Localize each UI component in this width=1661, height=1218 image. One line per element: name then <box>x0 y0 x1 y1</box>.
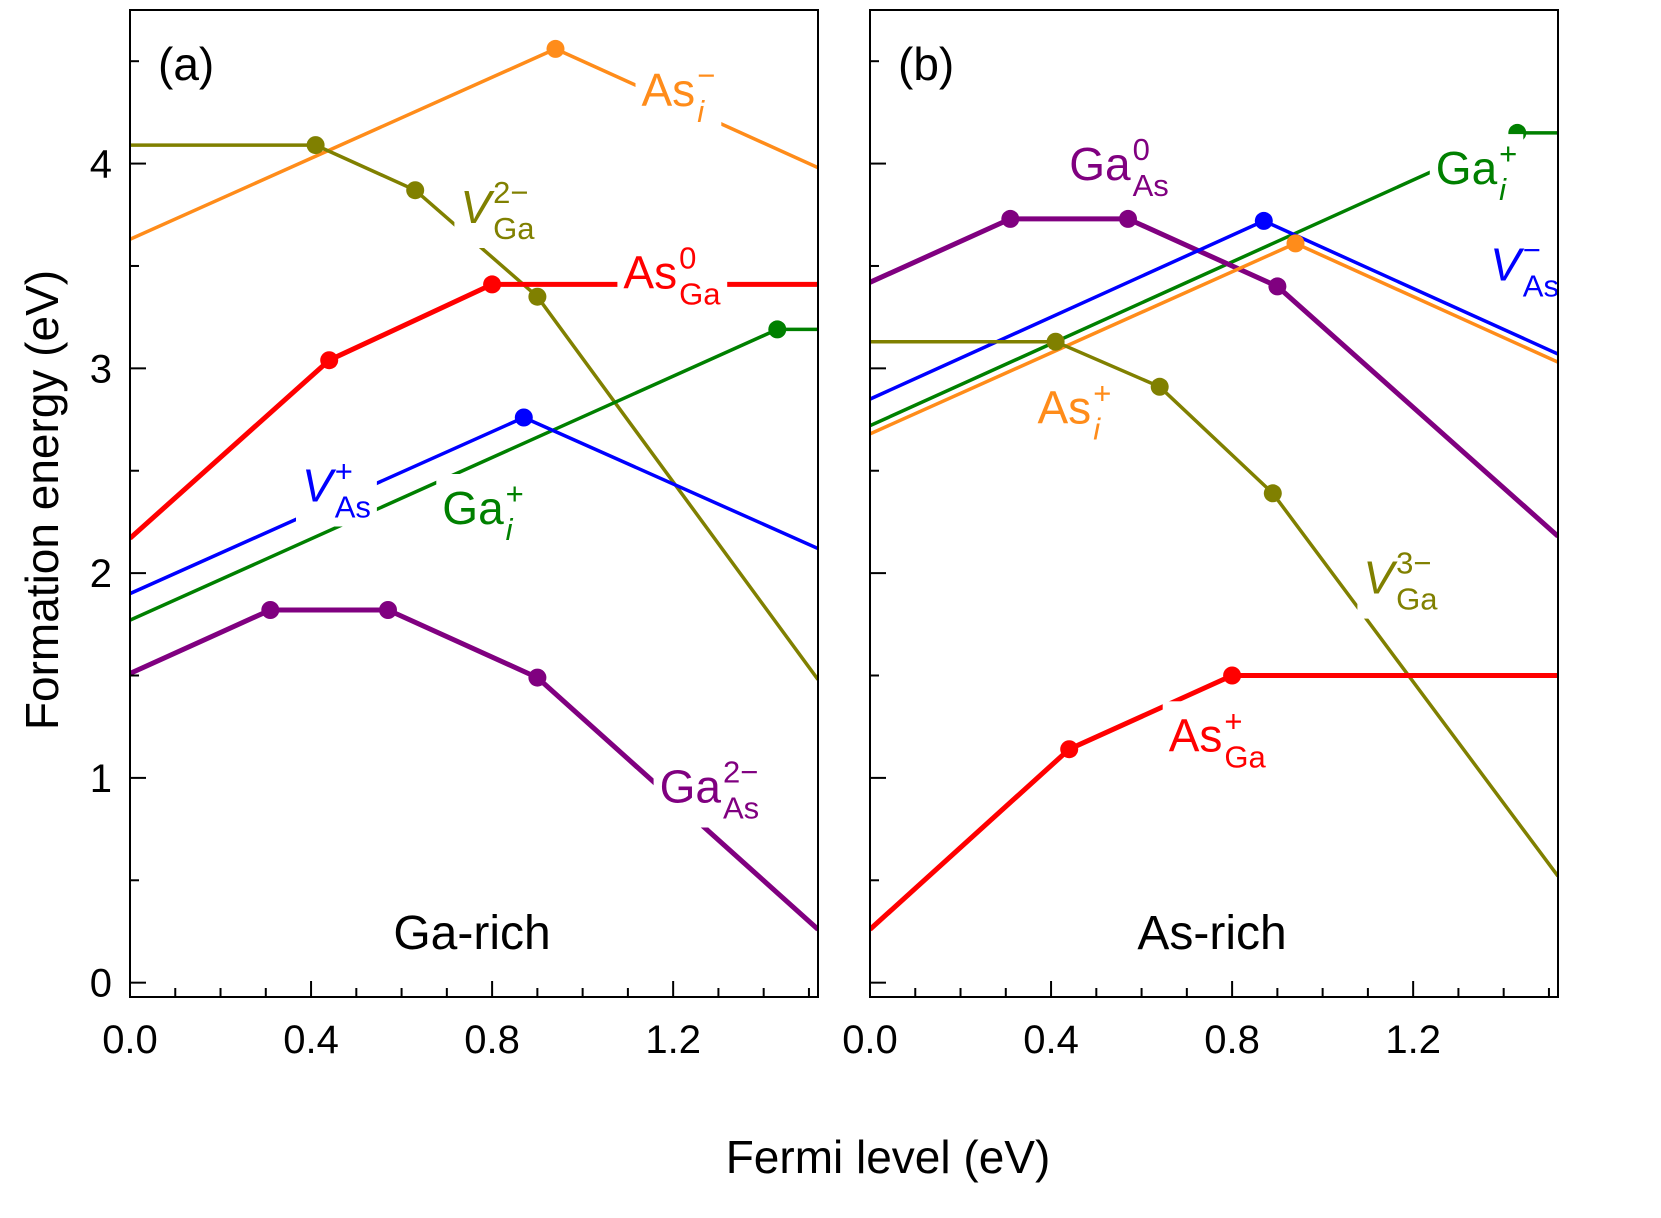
panel-a: As− i V2− Ga As0 Ga Ga+ i V+ As Ga2− As 0.0 0.4 0.8 1.2… <box>90 9 819 1062</box>
x-tick-label-a: 1.2 <box>645 1018 701 1062</box>
series-line-b-v-ga <box>870 339 1558 878</box>
label-background <box>1484 230 1565 306</box>
x-tick-label-a: 0.0 <box>102 1018 158 1062</box>
defect-label-b-v-as: V− As <box>1490 232 1559 303</box>
y-axis-title: Formation energy (eV) <box>16 270 68 730</box>
transition-point-a-ga-as-0 <box>261 601 280 619</box>
x-tick-label-a: 0.4 <box>283 1018 339 1062</box>
plot-frame-b <box>869 9 1559 998</box>
x-tick-label-b: 0.4 <box>1023 1018 1079 1062</box>
x-axis-title: Fermi level (eV) <box>726 1131 1051 1183</box>
panel-label-a: (a) <box>158 38 214 90</box>
label-background <box>1357 543 1445 619</box>
label-background <box>635 56 722 132</box>
transition-point-b-as-i-0 <box>1286 234 1305 253</box>
y-tick-label: 0 <box>90 962 112 1006</box>
defect-label-b-as-ga: As+ Ga <box>1169 703 1267 774</box>
condition-label-b: As-rich <box>1137 907 1286 960</box>
transition-point-b-v-as-0 <box>1254 211 1273 230</box>
transition-point-b-v-ga-0 <box>1046 332 1065 351</box>
defect-label-a-ga-i: Ga+ i <box>442 476 523 547</box>
transition-point-b-v-ga-1 <box>1150 377 1169 396</box>
plot-area-b <box>870 123 1558 932</box>
y-tick-label: 3 <box>90 347 112 391</box>
transition-point-a-ga-as-1 <box>379 601 397 619</box>
transition-point-a-v-ga-2 <box>528 287 547 306</box>
defect-label-b-ga-i: Ga+ i <box>1436 136 1517 207</box>
defect-label-a-ga-as: Ga2− As <box>660 755 760 826</box>
transition-point-b-ga-as-0 <box>1001 209 1020 228</box>
defect-label-a-v-as: V+ As <box>302 454 371 525</box>
transition-point-b-as-ga-1 <box>1223 666 1242 685</box>
label-background <box>1162 701 1273 777</box>
transition-point-a-as-i-0 <box>546 39 565 58</box>
transition-point-b-v-ga-2 <box>1263 484 1282 503</box>
transition-point-b-ga-as-2 <box>1268 277 1287 296</box>
label-background <box>1429 134 1524 210</box>
x-tick-label-a: 0.8 <box>464 1018 520 1062</box>
defect-label-b-v-ga: V3− Ga <box>1363 546 1438 617</box>
transition-point-a-ga-as-2 <box>528 668 547 687</box>
label-background <box>653 752 766 828</box>
defect-label-a-as-i: As− i <box>642 58 716 129</box>
series-line-b-v-as <box>870 219 1558 401</box>
transition-point-a-v-ga-0 <box>306 136 325 155</box>
x-tick-label-b: 0.0 <box>842 1018 898 1062</box>
panel-b: Ga+ i Ga0 As V− As As+ i V3− Ga As+ Ga 0.0 0.4 0.8 1.2 (… <box>842 9 1565 1062</box>
label-background <box>296 451 377 527</box>
condition-label-a: Ga-rich <box>393 907 550 960</box>
x-tick-label-b: 1.2 <box>1385 1018 1441 1062</box>
plot-frame-a <box>129 9 819 998</box>
y-tick-label: 1 <box>90 757 112 801</box>
defect-label-a-v-ga: V2− Ga <box>460 175 535 246</box>
defect-label-b-as-i: As+ i <box>1038 376 1112 447</box>
plot-area-a <box>130 39 818 932</box>
x-tick-label-b: 0.8 <box>1204 1018 1260 1062</box>
transition-point-b-as-ga-0 <box>1060 740 1079 759</box>
transition-point-a-as-ga-0 <box>320 351 339 370</box>
y-tick-label: 2 <box>90 552 112 596</box>
panel-label-b: (b) <box>898 38 954 90</box>
label-background <box>1063 130 1175 205</box>
label-background <box>617 238 728 314</box>
transition-point-a-as-ga-1 <box>483 275 502 294</box>
transition-point-b-ga-as-1 <box>1119 209 1137 228</box>
y-tick-label: 4 <box>90 143 112 187</box>
defect-label-a-as-ga: As0 Ga <box>623 241 721 312</box>
defect-label-b-ga-as: Ga0 As <box>1069 132 1169 203</box>
transition-point-a-v-ga-1 <box>406 181 425 200</box>
transition-point-a-ga-i-0 <box>768 320 787 339</box>
label-background <box>454 173 542 248</box>
label-background <box>436 474 530 549</box>
transition-point-a-v-as-0 <box>514 408 533 427</box>
series-line-b-as-ga <box>870 673 1558 932</box>
label-background <box>1031 373 1118 449</box>
